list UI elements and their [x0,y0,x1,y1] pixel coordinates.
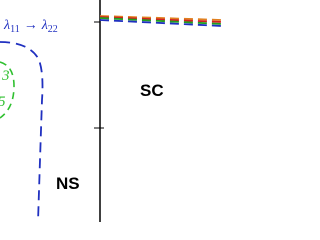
chart: λ11→λ22 3 5 SC NS [0,0,222,222]
background [0,0,222,222]
boundary-line [99,17,222,25]
boundary-line [99,19,222,27]
boundary-lines [99,15,222,27]
contour-label: 5 [0,94,6,110]
contour-curve [0,61,15,119]
boundary-curve [0,41,44,222]
region-label: SC [140,81,164,100]
boundary-line [99,15,222,21]
region-label: NS [56,174,80,193]
boundary-line [99,16,222,23]
contour-label: 3 [1,68,10,84]
curve-label: λ11 → λ22 [3,18,58,35]
